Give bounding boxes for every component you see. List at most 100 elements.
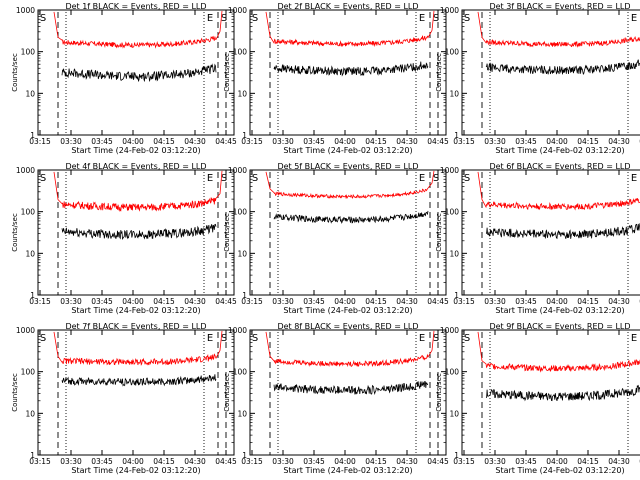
x-tick-label: 03:30 bbox=[484, 457, 506, 466]
y-axis-label: Counts/sec bbox=[223, 53, 231, 92]
chart-title: Det 5f BLACK = Events, RED = LLD bbox=[277, 162, 418, 171]
plot-frame bbox=[37, 169, 235, 296]
event-marker: E bbox=[419, 173, 425, 184]
y-tick-label: 100 bbox=[445, 368, 460, 377]
x-tick-label: 04:45 bbox=[427, 297, 449, 306]
x-tick-label: 03:45 bbox=[91, 297, 113, 306]
event-marker: E bbox=[207, 13, 213, 24]
event-marker: S bbox=[40, 173, 46, 184]
x-tick-label: 04:00 bbox=[334, 457, 356, 466]
series-line-lld bbox=[53, 330, 223, 366]
y-tick-label: 1 bbox=[30, 451, 35, 460]
series-line-events bbox=[485, 59, 640, 75]
event-marker: S bbox=[464, 173, 470, 184]
event-marker: S bbox=[252, 173, 258, 184]
x-axis-label: Start Time (24-Feb-02 03:12:20) bbox=[495, 306, 624, 315]
y-tick-label: 1000 bbox=[228, 326, 247, 335]
y-tick-label: 1000 bbox=[440, 166, 459, 175]
series-line-events bbox=[273, 210, 429, 224]
event-marker: S bbox=[433, 333, 439, 344]
x-tick-label: 04:00 bbox=[122, 137, 144, 146]
x-tick-label: 04:15 bbox=[577, 457, 599, 466]
x-tick-label: 04:45 bbox=[427, 137, 449, 146]
chart-title: Det 8f BLACK = Events, RED = LLD bbox=[277, 322, 418, 331]
event-marker: S bbox=[221, 173, 227, 184]
x-tick-label: 04:15 bbox=[365, 137, 387, 146]
x-tick-label: 03:45 bbox=[303, 297, 325, 306]
series-line-events bbox=[273, 61, 429, 77]
event-marker: S bbox=[40, 13, 46, 24]
series-line-events bbox=[61, 223, 217, 241]
event-marker: S bbox=[40, 333, 46, 344]
x-tick-label: 03:45 bbox=[515, 457, 537, 466]
y-tick-label: 1 bbox=[30, 291, 35, 300]
x-tick-label: 04:15 bbox=[365, 457, 387, 466]
chart-panel-4: Det 4f BLACK = Events, RED = LLD 1 10 100 10… bbox=[11, 162, 237, 315]
chart-panel-5: Det 5f BLACK = Events, RED = LLD 1 10 100 10… bbox=[223, 162, 449, 315]
y-tick-label: 10 bbox=[237, 249, 247, 258]
chart-title: Det 6f BLACK = Events, RED = LLD bbox=[489, 162, 630, 171]
series-line-lld bbox=[265, 330, 435, 368]
x-axis-label: Start Time (24-Feb-02 03:12:20) bbox=[495, 466, 624, 475]
x-tick-label: 04:15 bbox=[577, 137, 599, 146]
x-tick-label: 04:15 bbox=[153, 297, 175, 306]
x-tick-label: 04:00 bbox=[122, 457, 144, 466]
plot-frame bbox=[37, 9, 235, 136]
series-line-lld bbox=[53, 10, 223, 49]
y-tick-label: 100 bbox=[233, 208, 248, 217]
x-tick-label: 03:30 bbox=[272, 297, 294, 306]
y-tick-label: 1000 bbox=[16, 326, 35, 335]
y-tick-label: 1000 bbox=[228, 166, 247, 175]
chart-title: Det 2f BLACK = Events, RED = LLD bbox=[277, 2, 418, 11]
y-tick-label: 1 bbox=[242, 291, 247, 300]
x-tick-label: 03:15 bbox=[29, 297, 51, 306]
y-tick-label: 10 bbox=[449, 89, 459, 98]
y-tick-label: 100 bbox=[21, 208, 36, 217]
x-tick-label: 04:45 bbox=[427, 457, 449, 466]
y-tick-label: 10 bbox=[25, 409, 35, 418]
chart-panel-9: Det 9f BLACK = Events, RED = LLD 1 10 100 10… bbox=[435, 322, 640, 475]
x-tick-label: 03:30 bbox=[60, 457, 82, 466]
x-tick-label: 03:15 bbox=[29, 457, 51, 466]
y-axis-label: Counts/sec bbox=[223, 213, 231, 252]
y-tick-label: 1000 bbox=[228, 6, 247, 15]
series-line-events bbox=[485, 384, 640, 402]
y-tick-label: 1 bbox=[454, 131, 459, 140]
plot-frame bbox=[249, 329, 447, 456]
series-line-lld bbox=[477, 331, 640, 373]
series-line-events bbox=[273, 380, 429, 396]
series-line-lld bbox=[265, 10, 435, 48]
y-tick-label: 100 bbox=[233, 368, 248, 377]
event-marker: S bbox=[464, 13, 470, 24]
y-tick-label: 1 bbox=[30, 131, 35, 140]
series-line-lld bbox=[53, 170, 223, 212]
x-tick-label: 03:45 bbox=[303, 137, 325, 146]
x-tick-label: 04:45 bbox=[215, 137, 237, 146]
x-tick-label: 03:15 bbox=[29, 137, 51, 146]
chart-panel-2: Det 2f BLACK = Events, RED = LLD 1 10 100 10… bbox=[223, 2, 449, 155]
x-tick-label: 04:15 bbox=[365, 297, 387, 306]
y-tick-label: 10 bbox=[25, 89, 35, 98]
chart-panel-8: Det 8f BLACK = Events, RED = LLD 1 10 100 10… bbox=[223, 322, 449, 475]
x-tick-label: 03:30 bbox=[484, 297, 506, 306]
x-axis-label: Start Time (24-Feb-02 03:12:20) bbox=[71, 146, 200, 155]
x-tick-label: 03:30 bbox=[60, 297, 82, 306]
x-tick-label: 04:00 bbox=[334, 137, 356, 146]
x-tick-label: 03:45 bbox=[515, 137, 537, 146]
y-axis-label: Counts/sec bbox=[435, 213, 443, 252]
x-tick-label: 04:45 bbox=[215, 297, 237, 306]
y-tick-label: 10 bbox=[25, 249, 35, 258]
event-marker: S bbox=[221, 13, 227, 24]
series-line-events bbox=[61, 374, 217, 387]
series-line-lld bbox=[265, 170, 435, 200]
plot-frame bbox=[249, 169, 447, 296]
plot-frame bbox=[249, 9, 447, 136]
y-tick-label: 100 bbox=[21, 368, 36, 377]
y-tick-label: 10 bbox=[237, 409, 247, 418]
chart-title: Det 4f BLACK = Events, RED = LLD bbox=[65, 162, 206, 171]
event-marker: E bbox=[631, 13, 637, 24]
x-tick-label: 04:30 bbox=[396, 457, 418, 466]
x-axis-label: Start Time (24-Feb-02 03:12:20) bbox=[283, 146, 412, 155]
x-tick-label: 03:15 bbox=[241, 297, 263, 306]
